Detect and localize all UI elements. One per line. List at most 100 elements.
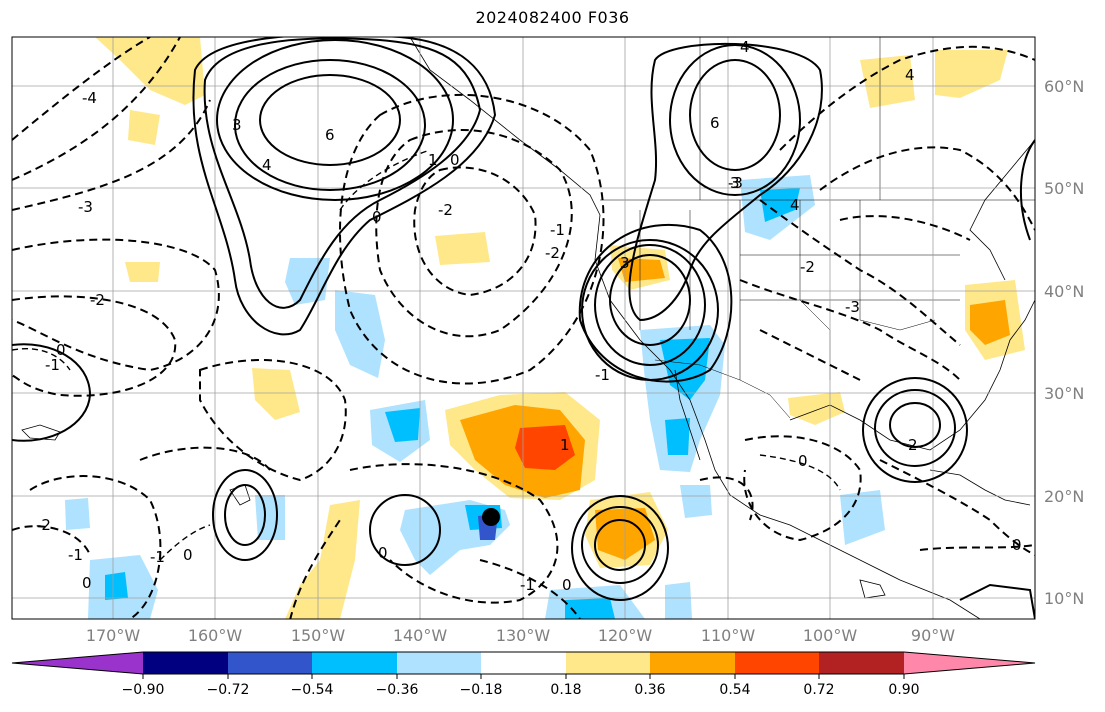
contour-negative bbox=[879, 459, 1035, 556]
contour-negative bbox=[819, 146, 1035, 231]
colorbar-tick-label: −0.36 bbox=[375, 682, 419, 698]
colorbar-tick-label: 0.54 bbox=[719, 682, 751, 698]
colorbar-segment bbox=[228, 652, 312, 674]
contour-negative bbox=[12, 525, 91, 556]
contour-negative bbox=[12, 238, 220, 372]
colorbar-tick-label: 0.36 bbox=[634, 682, 666, 698]
contour-label: 0 bbox=[378, 544, 388, 562]
shade-positive bbox=[252, 368, 300, 420]
storm-center-marker bbox=[482, 508, 500, 526]
contour-positive bbox=[224, 484, 266, 546]
shade-negative bbox=[65, 498, 90, 530]
contour-label: 1 bbox=[560, 436, 570, 454]
contour-negative bbox=[839, 215, 971, 241]
contour-positive bbox=[862, 377, 968, 483]
colorbar-extend-right bbox=[904, 652, 1035, 674]
coastline bbox=[674, 369, 701, 461]
contour-label: 6 bbox=[325, 126, 335, 144]
contour-label: -1 bbox=[595, 366, 610, 384]
lon-label: 130°W bbox=[495, 626, 551, 645]
contour-positive bbox=[203, 37, 482, 309]
contour-negative bbox=[289, 519, 341, 619]
contour-positive bbox=[889, 402, 941, 448]
shade-negative bbox=[255, 495, 285, 540]
zero-contours bbox=[12, 149, 841, 561]
colorbar-tick-label: 0.72 bbox=[803, 682, 835, 698]
lon-label: 120°W bbox=[597, 626, 653, 645]
contour-label: 3 bbox=[620, 254, 630, 272]
lat-label: 60°N bbox=[1044, 77, 1085, 96]
contour-negative bbox=[743, 435, 862, 542]
contour-negative bbox=[12, 295, 177, 397]
shade-positive bbox=[125, 262, 160, 282]
graticule bbox=[12, 37, 1035, 619]
colorbar-segment bbox=[650, 652, 735, 674]
contour-label: 0 bbox=[372, 208, 382, 226]
contour-label: 1 bbox=[428, 151, 438, 169]
shade-positive bbox=[128, 110, 160, 145]
contour-positive bbox=[874, 389, 956, 467]
contour-negative bbox=[739, 279, 961, 381]
contour-positive bbox=[571, 495, 669, 601]
shade-negative-mid bbox=[760, 188, 800, 222]
shade-negative bbox=[680, 485, 712, 518]
colorbar-tick-label: −0.54 bbox=[290, 682, 334, 698]
contour-negative bbox=[413, 166, 537, 297]
lat-label: 50°N bbox=[1044, 179, 1085, 198]
contour-negative bbox=[349, 463, 559, 604]
contour-label: 4 bbox=[790, 196, 800, 214]
colorbar-extend-left bbox=[12, 652, 143, 674]
contour-zero bbox=[759, 454, 841, 491]
colorbar-segment bbox=[481, 652, 566, 674]
contour-negative bbox=[375, 129, 573, 338]
contour-positive bbox=[369, 494, 441, 566]
shade-negative-mid bbox=[385, 408, 420, 442]
colorbar bbox=[11, 651, 1036, 679]
colorbar-segment bbox=[397, 652, 481, 674]
contour-label: -1 bbox=[550, 221, 565, 239]
colorbar-ticks bbox=[142, 674, 905, 679]
contour-zero bbox=[339, 149, 431, 211]
contour-negative bbox=[199, 359, 347, 482]
contour-positive bbox=[1020, 139, 1035, 241]
contour-label: -2 bbox=[545, 244, 560, 262]
contour-positive bbox=[581, 506, 659, 584]
contour-negative bbox=[699, 476, 754, 521]
contour-label: -2 bbox=[36, 516, 51, 534]
contour-label: 0 bbox=[56, 341, 66, 359]
contour-label: -1 bbox=[150, 548, 165, 566]
contour-negative bbox=[779, 45, 1035, 151]
coastline bbox=[859, 579, 886, 599]
shade-negative bbox=[285, 258, 330, 305]
map-title: 2024082400 F036 bbox=[475, 8, 630, 27]
contour-label: 0 bbox=[798, 452, 808, 470]
contour-label: -2 bbox=[90, 291, 105, 309]
contour-positive bbox=[959, 583, 1035, 619]
shade-positive-high bbox=[515, 425, 575, 470]
colorbar-tick-label: 0.18 bbox=[550, 682, 582, 698]
colorbar-segment bbox=[312, 652, 397, 674]
shade-negative-mid bbox=[565, 598, 615, 619]
contour-label: -4 bbox=[82, 89, 97, 107]
contour-label: 3 bbox=[232, 116, 242, 134]
contour-label: -1 bbox=[520, 576, 535, 594]
map-background bbox=[12, 37, 1035, 619]
contour-label: 0 bbox=[183, 546, 193, 564]
shade-negative-mid bbox=[105, 572, 128, 600]
shade-negative-mid bbox=[665, 418, 690, 455]
shade-positive bbox=[435, 232, 490, 265]
contour-negative bbox=[12, 99, 211, 211]
shade-negative bbox=[665, 582, 692, 619]
contour-zero bbox=[159, 524, 211, 561]
shade-positive bbox=[788, 392, 845, 425]
contour-label: -1 bbox=[68, 546, 83, 564]
contour-label: 2 bbox=[908, 436, 918, 454]
contour-negative bbox=[29, 475, 162, 619]
contour-label: -2 bbox=[800, 258, 815, 276]
contour-positive bbox=[192, 37, 497, 336]
contour-negative bbox=[339, 93, 605, 385]
colorbar-segment bbox=[735, 652, 819, 674]
contour-label: 6 bbox=[710, 114, 720, 132]
contour-positive bbox=[594, 519, 646, 571]
lat-label: 20°N bbox=[1044, 487, 1085, 506]
